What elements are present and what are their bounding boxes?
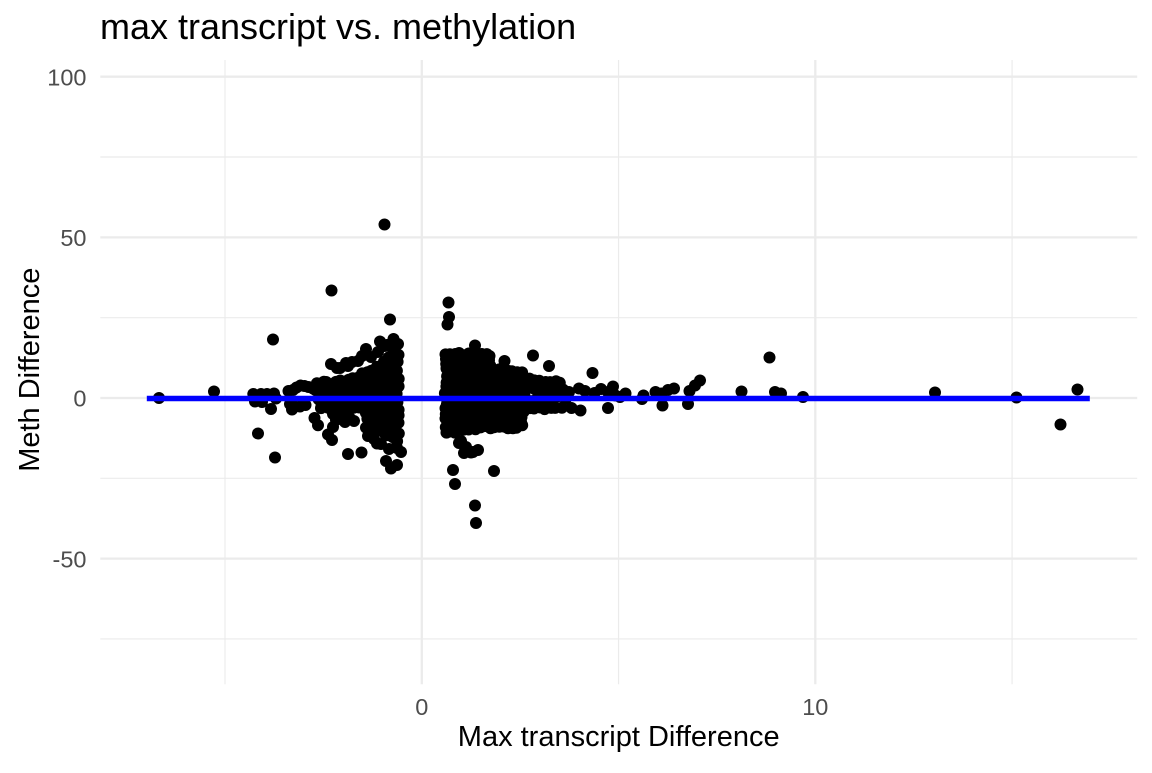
svg-text:10: 10 <box>802 694 828 720</box>
svg-text:Max transcript Difference: Max transcript Difference <box>458 721 780 753</box>
svg-text:max transcript vs. methylation: max transcript vs. methylation <box>100 6 576 47</box>
svg-text:0: 0 <box>415 694 428 720</box>
svg-text:-50: -50 <box>53 546 87 572</box>
svg-text:100: 100 <box>47 64 86 90</box>
svg-text:50: 50 <box>60 225 86 251</box>
svg-text:0: 0 <box>73 386 86 412</box>
svg-text:Meth Difference: Meth Difference <box>14 268 46 472</box>
